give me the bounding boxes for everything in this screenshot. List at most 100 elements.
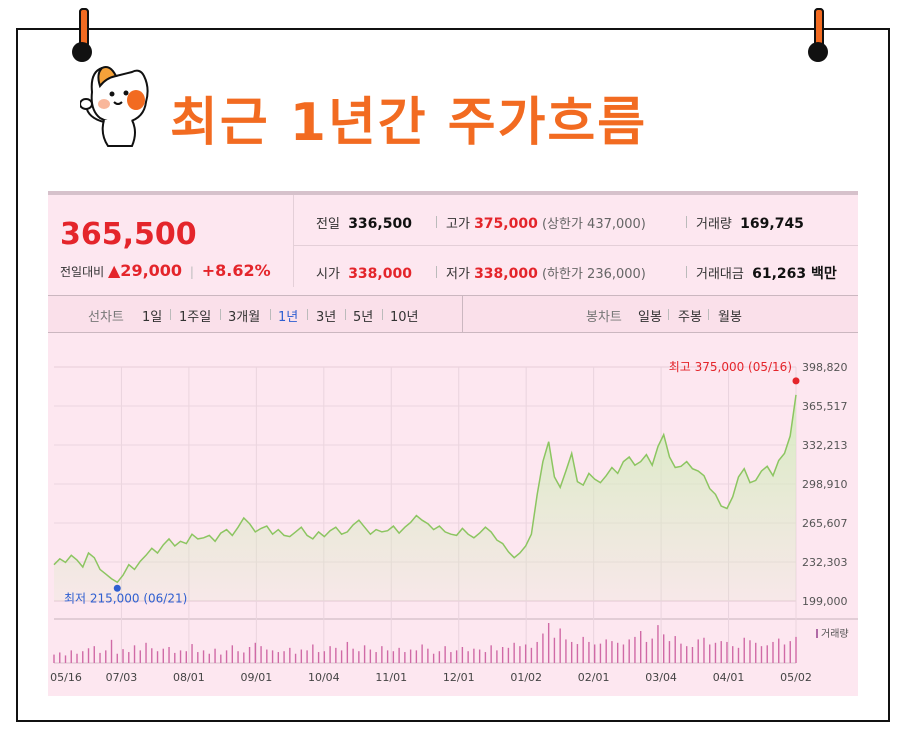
volume-bar (179, 650, 182, 663)
page-title: 최근 1년간 주가흐름 (170, 93, 648, 153)
tab-3month[interactable]: 3개월 (228, 310, 261, 325)
volume-bar (720, 641, 722, 663)
y-tick-label: 232,303 (802, 556, 848, 569)
tab-1year[interactable]: 1년 (278, 310, 299, 325)
tab-1day[interactable]: 1일 (142, 310, 163, 325)
volume-bar (185, 651, 187, 663)
stock-panel: 365,500 전일대비 ▲29,000 | +8.62% 전일 336,500… (48, 191, 858, 696)
volume-bar (93, 646, 95, 663)
tab-3year[interactable]: 3년 (316, 310, 337, 325)
volume-bar (714, 642, 717, 663)
low-value: 338,000 (474, 266, 538, 282)
volume-bar (271, 650, 274, 663)
volume-bar (651, 638, 653, 663)
x-tick-label: 04/01 (713, 671, 745, 684)
volume-bar (519, 646, 521, 663)
volume-bar (536, 641, 538, 663)
volume-bar (317, 652, 320, 663)
change-divider: | (189, 265, 194, 279)
volume-bar (628, 639, 630, 663)
volume-bar (668, 641, 671, 663)
volume-bar (611, 641, 613, 663)
volume-bar (191, 644, 193, 663)
volume-bar (663, 634, 665, 663)
volume-bar (743, 637, 745, 663)
volume-bar (59, 652, 61, 663)
prev-close: 전일 336,500 (316, 213, 412, 232)
tab-10year[interactable]: 10년 (390, 310, 419, 325)
volume-bar (329, 646, 331, 663)
volume-bar (795, 636, 797, 663)
volume-bar (122, 649, 124, 663)
volume-bar (438, 651, 441, 663)
info-divider (293, 245, 858, 246)
volume-bar (133, 645, 136, 663)
volume-bar (392, 651, 395, 663)
volume-bar (634, 636, 636, 663)
volume-bar (450, 652, 452, 663)
trade-amount: 거래대금 61,263 백만 (696, 263, 837, 283)
volume-bar (501, 647, 504, 663)
volume-bar (202, 650, 205, 663)
y-tick-label: 265,607 (802, 517, 848, 530)
volume-bar (300, 649, 303, 663)
volume-bar (467, 651, 469, 663)
divider (686, 216, 687, 228)
tab-weekly-candle[interactable]: 주봉 (678, 310, 702, 325)
high-price: 고가 375,000 (상한가 437,000) (446, 213, 646, 232)
volume-bar (162, 648, 164, 663)
volume-bar (237, 651, 239, 663)
volume-bar (64, 655, 67, 663)
volume-bar (415, 650, 418, 663)
volume-bar (478, 649, 481, 663)
tab-5year[interactable]: 5년 (353, 310, 374, 325)
volume-bar (254, 642, 257, 663)
volume-bar (496, 650, 498, 663)
amount-value: 61,263 백만 (752, 266, 837, 282)
tab-divider (307, 309, 308, 320)
tab-daily-candle[interactable]: 일봉 (638, 310, 662, 325)
tab-divider (668, 309, 669, 320)
high-label: 고가 (446, 217, 470, 232)
volume-bar (461, 647, 464, 663)
volume-bar (398, 647, 400, 663)
tab-1week[interactable]: 1주일 (179, 310, 212, 325)
volume-bar (369, 649, 372, 663)
volume-bar (507, 647, 510, 663)
x-tick-label: 05/16 (50, 671, 82, 684)
prev-value: 336,500 (348, 216, 412, 232)
volume-bar (645, 641, 648, 663)
volume-bar (691, 647, 694, 663)
volume-bar (214, 648, 216, 663)
volume-value: 169,745 (740, 216, 804, 232)
volume-bar (346, 641, 349, 663)
open-value: 338,000 (348, 266, 412, 282)
volume-bar (732, 646, 734, 663)
volume-bar (323, 651, 326, 663)
volume-bar (386, 650, 389, 663)
volume-bar (593, 644, 596, 663)
volume-bar (335, 647, 337, 663)
volume-bar (524, 644, 527, 663)
volume-bar (530, 647, 533, 663)
x-tick-label: 11/01 (375, 671, 407, 684)
x-tick-label: 10/04 (308, 671, 340, 684)
x-tick-label: 09/01 (241, 671, 273, 684)
volume-bar (76, 653, 78, 663)
volume-bar (243, 652, 245, 663)
volume-bar (599, 643, 602, 663)
volume-bar (358, 651, 360, 663)
volume-bar (375, 652, 377, 663)
volume-bar (404, 652, 406, 663)
y-tick-label: 398,820 (802, 361, 848, 374)
volume-bar (760, 646, 763, 663)
volume-bar (381, 646, 383, 663)
volume-bar (363, 645, 366, 663)
tab-monthly-candle[interactable]: 월봉 (718, 310, 742, 325)
volume-bar (128, 652, 130, 663)
volume-bar (582, 636, 584, 663)
volume-bar (703, 637, 705, 663)
volume-bar (553, 637, 556, 663)
volume-bar (513, 642, 515, 663)
candle-chart-label: 봉차트 (586, 310, 622, 325)
